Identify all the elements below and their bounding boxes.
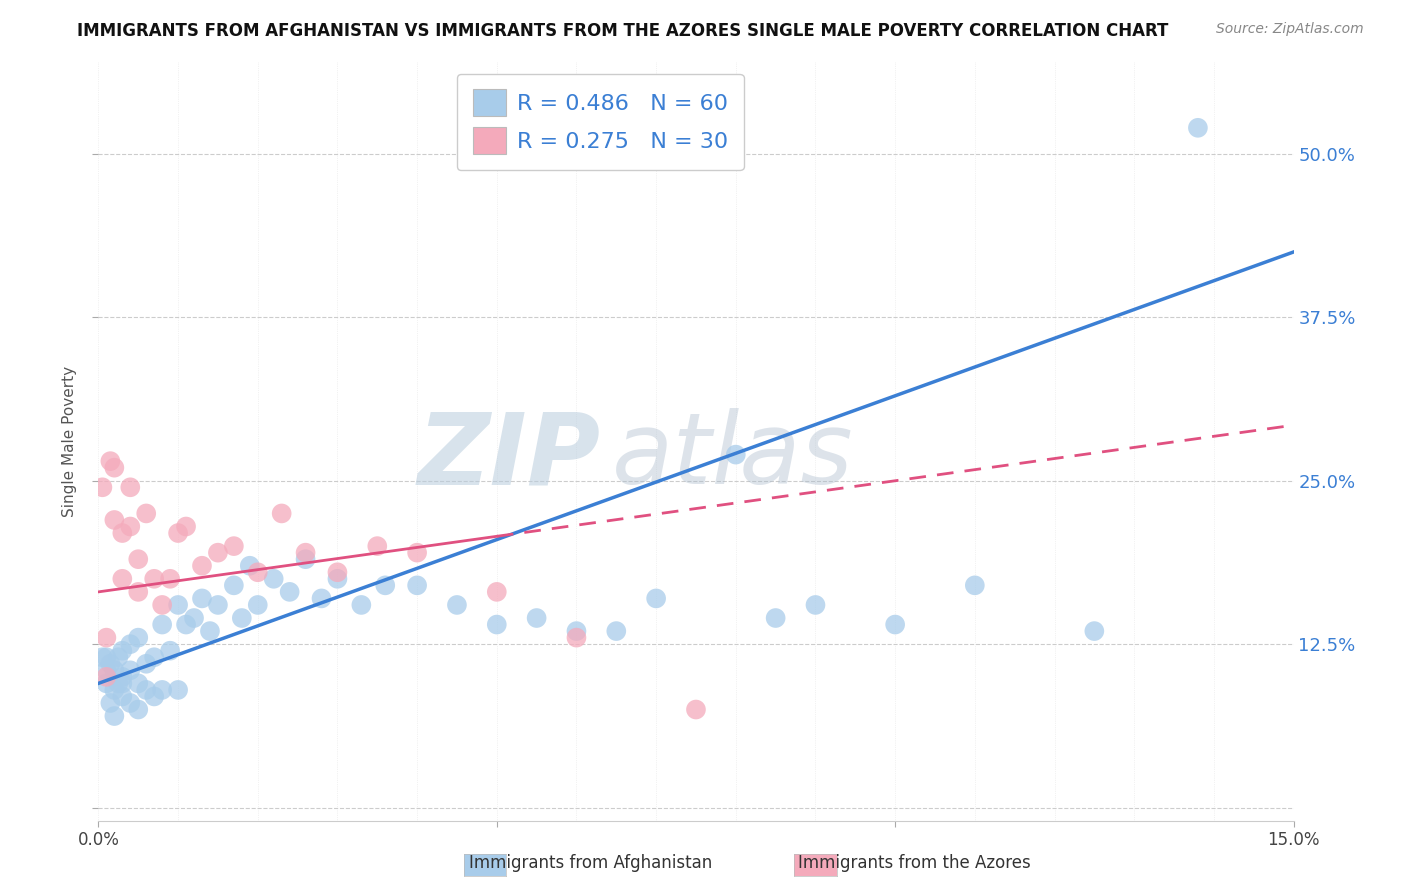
Point [103,460,125,475]
Point [724,448,747,462]
Point [884,617,907,632]
Point [167,598,190,612]
Point [198,624,221,639]
Point [127,552,149,566]
Point [107,676,129,690]
Point [96,631,118,645]
Point [111,690,134,704]
Point [111,526,134,541]
Point [406,546,429,560]
Point [645,591,668,606]
Point [127,676,149,690]
Point [143,572,166,586]
Point [174,519,197,533]
Point [135,657,157,671]
Point [222,539,245,553]
Point [135,682,157,697]
Point [98,657,122,671]
Point [311,591,333,606]
Point [685,702,707,716]
Point [120,637,142,651]
Point [135,507,157,521]
Point [159,643,181,657]
Point [765,611,787,625]
Point [246,598,269,612]
Point [485,617,508,632]
Point [167,682,190,697]
Point [120,519,142,533]
Text: Immigrants from the Azores: Immigrants from the Azores [797,855,1031,872]
Point [111,676,134,690]
Text: Immigrants from Afghanistan: Immigrants from Afghanistan [468,855,713,872]
Text: Source: ZipAtlas.com: Source: ZipAtlas.com [1216,22,1364,37]
Point [120,480,142,494]
Point [406,578,429,592]
Point [91,480,114,494]
Point [526,611,548,625]
Point [120,663,142,677]
Point [565,631,588,645]
Point [174,617,197,632]
Text: IMMIGRANTS FROM AFGHANISTAN VS IMMIGRANTS FROM THE AZORES SINGLE MALE POVERTY CO: IMMIGRANTS FROM AFGHANISTAN VS IMMIGRANT… [77,22,1168,40]
Point [127,702,149,716]
Text: atlas: atlas [613,409,853,505]
Point [103,682,125,697]
Point [366,539,388,553]
Point [294,552,316,566]
Y-axis label: Single Male Poverty: Single Male Poverty [62,366,77,517]
Point [191,558,214,573]
Point [143,650,166,665]
Point [1083,624,1105,639]
Point [294,546,316,560]
Point [120,696,142,710]
Point [127,631,149,645]
Point [485,585,508,599]
Point [326,572,349,586]
Point [91,650,114,665]
Point [98,696,122,710]
Point [565,624,588,639]
Point [159,572,181,586]
Point [150,682,173,697]
Legend: R = 0.486   N = 60, R = 0.275   N = 30: R = 0.486 N = 60, R = 0.275 N = 30 [457,73,744,170]
Point [111,670,134,684]
Point [278,585,301,599]
Point [103,513,125,527]
Point [111,643,134,657]
Point [207,546,229,560]
Point [143,690,166,704]
Point [127,585,149,599]
Point [963,578,986,592]
Text: ZIP: ZIP [418,409,600,505]
Point [231,611,253,625]
Point [96,676,118,690]
Point [446,598,468,612]
Point [111,572,134,586]
Point [605,624,627,639]
Point [270,507,292,521]
Point [96,650,118,665]
Point [183,611,205,625]
Point [96,663,118,677]
Point [350,598,373,612]
Point [246,566,269,580]
Point [326,566,349,580]
Point [207,598,229,612]
Point [374,578,396,592]
Point [107,650,129,665]
Point [96,670,118,684]
Point [103,663,125,677]
Point [150,617,173,632]
Point [804,598,827,612]
Point [239,558,262,573]
Point [263,572,285,586]
Point [1187,120,1209,135]
Point [222,578,245,592]
Point [150,598,173,612]
Point [191,591,214,606]
Point [167,526,190,541]
Point [98,454,122,468]
Point [103,709,125,723]
